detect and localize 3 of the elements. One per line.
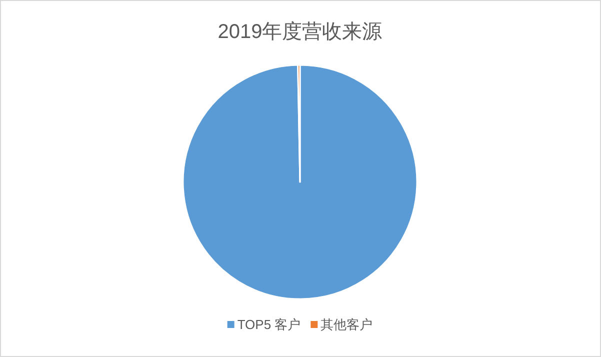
legend-label: TOP5 客户	[237, 317, 301, 332]
chart-title: 2019年度营收来源	[218, 21, 382, 43]
legend-label: 其他客户	[320, 317, 373, 332]
